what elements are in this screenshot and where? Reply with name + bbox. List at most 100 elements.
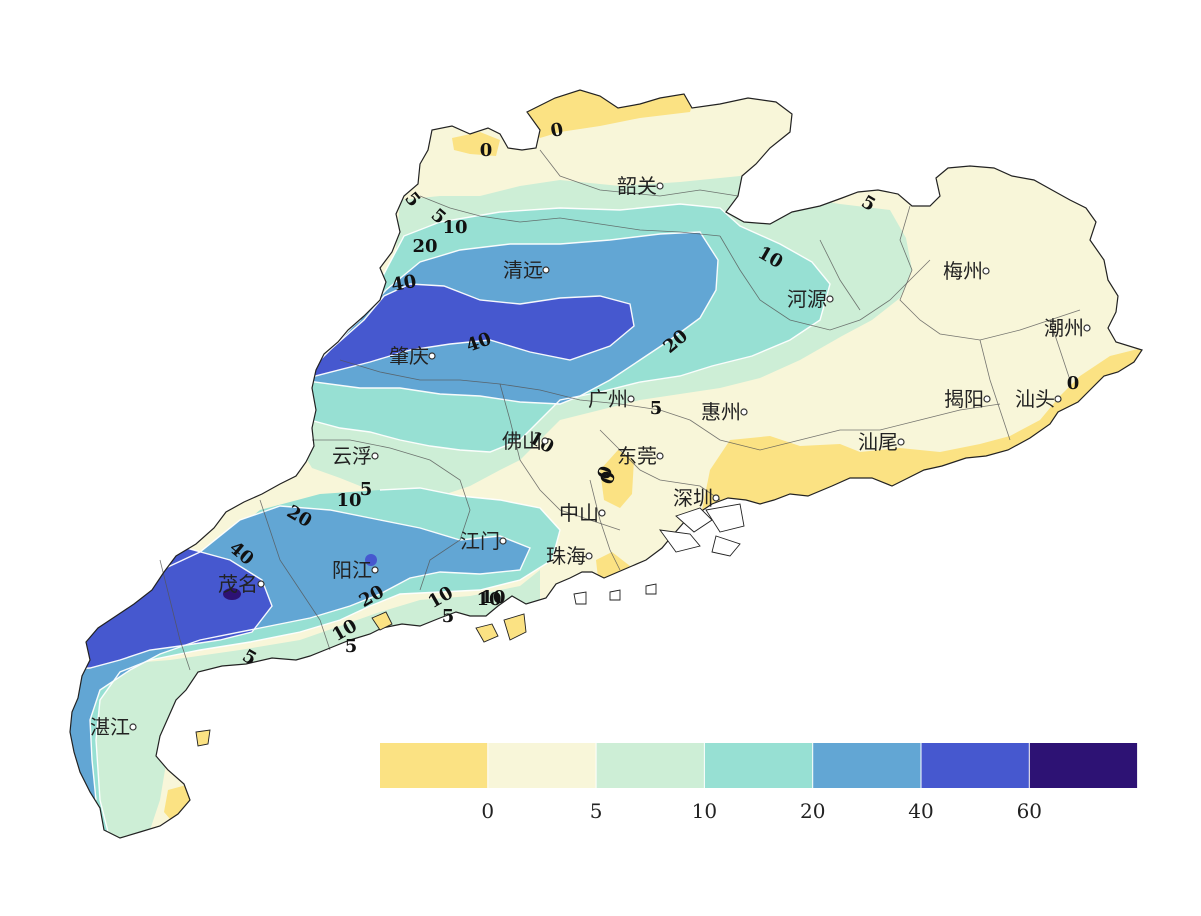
city-marker-huizhou: 惠州 (701, 400, 748, 424)
contour-label: 5 (345, 636, 358, 657)
island (645, 583, 657, 595)
city-dot-shaoguan (656, 182, 664, 190)
city-marker-zhongshan: 中山 (559, 501, 606, 525)
city-label-shaoguan: 韶关 (617, 174, 657, 198)
city-marker-zhuhai: 珠海 (546, 544, 593, 568)
district-boundaries (69, 89, 1143, 839)
city-dot-shantou (1054, 395, 1062, 403)
contour-label: 20 (412, 236, 437, 257)
city-dot-meizhou (982, 267, 990, 275)
contour-label: 0 (1067, 373, 1080, 394)
city-label-maoming: 茂名 (218, 572, 258, 596)
city-dot-guangzhou (627, 395, 635, 403)
city-marker-maoming: 茂名 (218, 572, 265, 596)
city-label-jiangmen: 江门 (460, 529, 500, 553)
city-marker-zhanjiang: 湛江 (90, 715, 137, 739)
city-dot-huizhou (740, 408, 748, 416)
city-label-shanwei: 汕尾 (858, 430, 898, 454)
city-label-jieyang: 揭阳 (944, 387, 984, 411)
city-label-guangzhou: 广州 (588, 387, 628, 411)
contour-label: 5 (442, 606, 455, 627)
city-marker-yangjiang: 阳江 (332, 558, 379, 582)
contour-label: 40 (390, 271, 418, 296)
city-label-shenzhen: 深圳 (673, 486, 713, 510)
legend-swatch-20-40 (813, 743, 921, 788)
city-label-zhaoqing: 肇庆 (389, 344, 429, 368)
city-dot-jieyang (983, 395, 991, 403)
island (659, 529, 701, 553)
city-label-shantou: 汕头 (1015, 387, 1055, 411)
legend-swatch-below-0 (380, 743, 488, 788)
contour-label: 10 (476, 589, 501, 610)
island (609, 589, 621, 601)
contour-label: 5 (360, 479, 373, 500)
city-label-dongguan: 东莞 (617, 444, 657, 468)
city-dot-yangjiang (371, 566, 379, 574)
contour-label: 0 (480, 140, 493, 161)
contour-label: 5 (650, 398, 663, 419)
city-marker-guangzhou: 广州 (588, 387, 635, 411)
city-label-zhongshan: 中山 (559, 501, 599, 525)
city-label-yunfu: 云浮 (332, 444, 372, 468)
band-below-0 (600, 450, 634, 508)
island (195, 729, 211, 747)
islands (195, 503, 745, 747)
city-marker-heyuan: 河源 (787, 287, 834, 311)
city-label-heyuan: 河源 (787, 287, 827, 311)
city-marker-foshan: 佛山 (502, 429, 549, 453)
contour-label: 0 (549, 119, 565, 142)
city-marker-dongguan: 东莞 (617, 444, 664, 468)
band-40-60 (365, 554, 377, 566)
city-dot-zhongshan (598, 509, 606, 517)
legend-tick-label: 60 (1017, 799, 1042, 823)
city-dot-jiangmen (499, 537, 507, 545)
city-dot-chaozhou (1083, 324, 1091, 332)
city-label-huizhou: 惠州 (701, 400, 741, 424)
city-marker-shanwei: 汕尾 (858, 430, 905, 454)
legend-swatch-60-plus (1029, 743, 1138, 788)
city-marker-jiangmen: 江门 (460, 529, 507, 553)
city-marker-chaozhou: 潮州 (1044, 316, 1091, 340)
legend-swatch-0-5 (488, 743, 596, 788)
city-dot-zhuhai (585, 552, 593, 560)
city-marker-jieyang: 揭阳 (944, 387, 991, 411)
legend-tick-label: 10 (692, 799, 717, 823)
city-label-zhuhai: 珠海 (546, 544, 586, 568)
city-dot-zhanjiang (129, 723, 137, 731)
city-marker-yunfu: 云浮 (332, 444, 379, 468)
city-dot-heyuan (826, 295, 834, 303)
city-dot-shenzhen (712, 494, 720, 502)
contour-lines (70, 203, 831, 838)
island (475, 623, 499, 643)
city-label-meizhou: 梅州 (943, 259, 983, 283)
city-marker-shaoguan: 韶关 (617, 174, 664, 198)
city-label-qingyuan: 清远 (503, 258, 543, 282)
city-dot-maoming (257, 580, 265, 588)
island (711, 535, 741, 557)
city-dot-foshan (541, 437, 549, 445)
contour-label: 10 (480, 587, 505, 608)
city-marker-meizhou: 梅州 (943, 259, 990, 283)
city-marker-shenzhen: 深圳 (673, 486, 720, 510)
legend-tick-label: 0 (481, 799, 494, 823)
legend-swatch-5-10 (596, 743, 704, 788)
legend-tick-label: 5 (590, 799, 603, 823)
city-dot-zhaoqing (428, 352, 436, 360)
band-below-0 (452, 132, 500, 156)
city-label-zhanjiang: 湛江 (90, 715, 130, 739)
contour-label: 10 (336, 490, 361, 511)
city-label-yangjiang: 阳江 (332, 558, 372, 582)
city-dot-shanwei (897, 438, 905, 446)
city-dot-qingyuan (542, 266, 550, 274)
city-marker-qingyuan: 清远 (503, 258, 550, 282)
island (371, 611, 393, 631)
city-marker-shantou: 汕头 (1015, 387, 1062, 411)
city-dot-yunfu (371, 452, 379, 460)
city-label-foshan: 佛山 (502, 429, 542, 453)
legend-tick-label: 40 (908, 799, 933, 823)
legend: 0 5 10 20 40 60 (380, 743, 1138, 823)
island (503, 613, 527, 641)
legend-swatch-40-60 (921, 743, 1029, 788)
